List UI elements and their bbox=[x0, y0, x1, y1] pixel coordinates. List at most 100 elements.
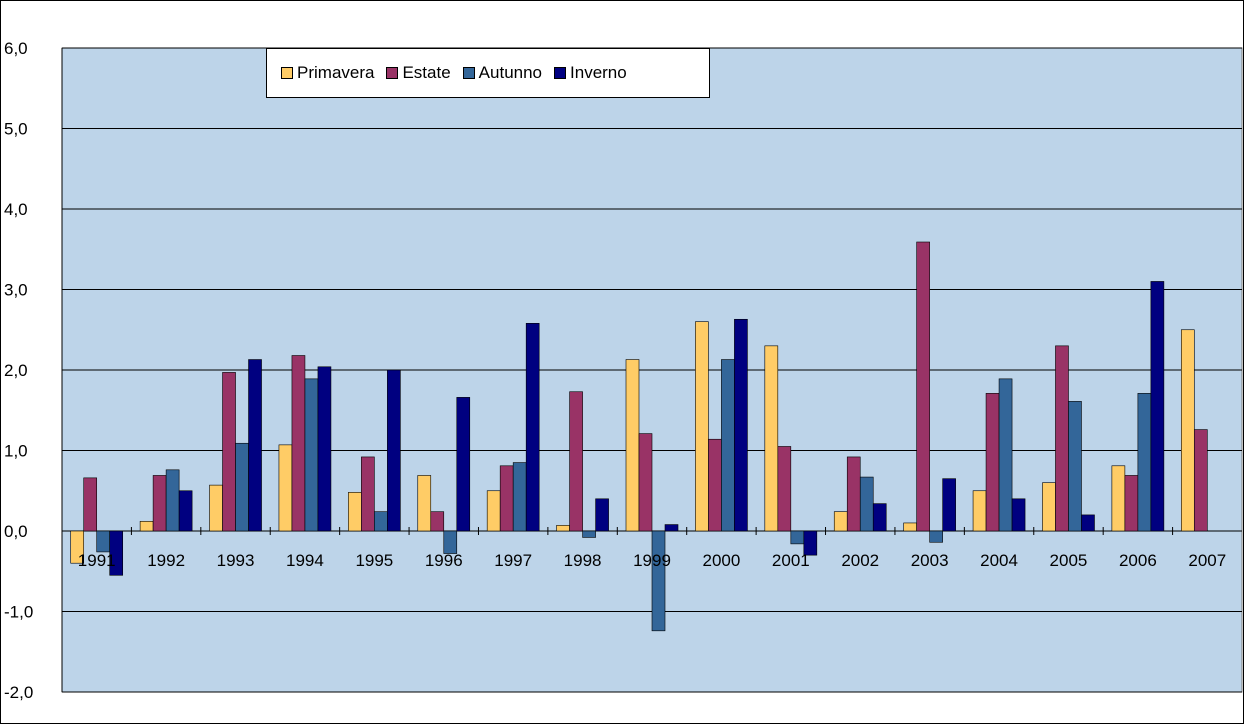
bar-inverno-1991 bbox=[109, 530, 124, 576]
bar-primavera-1997 bbox=[486, 490, 501, 532]
bar-autunno-1995 bbox=[374, 511, 388, 532]
bar-estate-1995 bbox=[361, 456, 375, 532]
y-tick-label: 1,0 bbox=[4, 442, 28, 461]
x-tick-label: 1996 bbox=[425, 551, 463, 570]
bar-inverno-1995 bbox=[387, 369, 401, 532]
x-tick-label: 2007 bbox=[1188, 551, 1226, 570]
bar-autunno-1991 bbox=[96, 530, 111, 553]
y-tick-label: -2,0 bbox=[4, 683, 33, 702]
bar-inverno-2001 bbox=[803, 530, 818, 556]
bar-primavera-1995 bbox=[348, 492, 362, 532]
x-tick-label: 2006 bbox=[1119, 551, 1157, 570]
bar-inverno-2002 bbox=[872, 503, 887, 532]
x-tick-label: 1998 bbox=[564, 551, 602, 570]
legend-swatch-primavera bbox=[281, 67, 293, 79]
x-tick-label: 2003 bbox=[911, 551, 949, 570]
legend-label-autunno: Autunno bbox=[478, 63, 543, 82]
bar-estate-2000 bbox=[708, 438, 722, 532]
legend-swatch-autunno bbox=[462, 67, 475, 79]
bar-estate-2003 bbox=[916, 241, 930, 532]
bar-autunno-2003 bbox=[929, 530, 943, 543]
legend-label-inverno: Inverno bbox=[570, 63, 627, 82]
chart-legend: Primavera Estate Autunno Inverno bbox=[266, 48, 710, 98]
bar-primavera-1991 bbox=[70, 530, 85, 564]
bar-primavera-1996 bbox=[417, 475, 432, 532]
bar-inverno-2006 bbox=[1150, 281, 1165, 532]
x-tick-label: 2001 bbox=[772, 551, 810, 570]
bar-inverno-1996 bbox=[456, 397, 471, 532]
legend-item-autunno: Autunno bbox=[462, 63, 543, 83]
x-tick-label: 1995 bbox=[355, 551, 393, 570]
x-tick-label: 1997 bbox=[494, 551, 532, 570]
bar-inverno-2003 bbox=[942, 478, 956, 532]
bar-inverno-1993 bbox=[248, 359, 262, 532]
y-tick-label: 3,0 bbox=[4, 281, 28, 300]
bar-autunno-1998 bbox=[582, 530, 596, 538]
x-tick-label: 2000 bbox=[702, 551, 740, 570]
bar-primavera-2006 bbox=[1111, 465, 1126, 532]
x-tick-label: 1999 bbox=[633, 551, 671, 570]
bar-estate-2001 bbox=[777, 446, 792, 532]
bar-estate-1998 bbox=[569, 391, 583, 532]
y-tick-label: 2,0 bbox=[4, 361, 28, 380]
bar-estate-1996 bbox=[430, 511, 445, 532]
bar-estate-2005 bbox=[1055, 345, 1069, 532]
bar-primavera-2002 bbox=[833, 511, 848, 532]
bar-autunno-1992 bbox=[165, 469, 180, 532]
bar-autunno-1997 bbox=[512, 462, 527, 532]
bar-inverno-2000 bbox=[734, 318, 748, 532]
bar-estate-1994 bbox=[291, 355, 306, 532]
bar-autunno-1999 bbox=[651, 530, 666, 632]
bar-inverno-1999 bbox=[664, 524, 679, 532]
bar-autunno-2000 bbox=[721, 359, 735, 532]
legend-label-primavera: Primavera bbox=[297, 63, 375, 82]
bar-autunno-2001 bbox=[790, 530, 805, 545]
bar-inverno-1998 bbox=[595, 498, 609, 532]
bar-primavera-2007 bbox=[1180, 329, 1195, 532]
bar-autunno-1993 bbox=[235, 442, 249, 532]
y-tick-label: 0,0 bbox=[4, 522, 28, 541]
bar-primavera-1993 bbox=[209, 484, 223, 532]
bar-autunno-1994 bbox=[304, 378, 319, 532]
bar-estate-2006 bbox=[1124, 475, 1139, 532]
bar-autunno-2006 bbox=[1137, 393, 1152, 532]
bar-estate-1999 bbox=[638, 433, 653, 532]
x-tick-label: 1991 bbox=[78, 551, 116, 570]
legend-swatch-estate bbox=[386, 67, 399, 79]
bar-primavera-1992 bbox=[139, 521, 154, 532]
bar-primavera-1999 bbox=[625, 359, 640, 532]
bar-inverno-2005 bbox=[1081, 514, 1095, 532]
bar-primavera-1998 bbox=[556, 525, 570, 532]
bar-primavera-2003 bbox=[903, 522, 917, 532]
x-tick-label: 1994 bbox=[286, 551, 324, 570]
bar-primavera-1994 bbox=[278, 444, 293, 532]
y-tick-label: -1,0 bbox=[4, 603, 33, 622]
x-tick-label: 1992 bbox=[147, 551, 185, 570]
y-tick-label: 4,0 bbox=[4, 200, 28, 219]
bar-estate-1992 bbox=[152, 475, 167, 532]
bar-estate-2007 bbox=[1193, 429, 1208, 532]
bar-estate-1991 bbox=[83, 477, 98, 532]
bar-inverno-1997 bbox=[525, 323, 540, 532]
bar-autunno-2005 bbox=[1068, 401, 1082, 532]
bar-autunno-1996 bbox=[443, 530, 458, 554]
legend-swatch-inverno bbox=[554, 67, 567, 79]
bar-autunno-2004 bbox=[998, 378, 1013, 532]
legend-item-primavera: Primavera bbox=[281, 63, 374, 83]
bar-inverno-1994 bbox=[317, 366, 332, 532]
bar-primavera-2005 bbox=[1042, 482, 1056, 532]
x-tick-label: 1993 bbox=[217, 551, 255, 570]
x-tick-label: 2005 bbox=[1050, 551, 1088, 570]
legend-item-estate: Estate bbox=[386, 63, 451, 83]
bar-estate-2004 bbox=[985, 393, 1000, 532]
legend-item-inverno: Inverno bbox=[554, 63, 627, 83]
bar-inverno-1992 bbox=[178, 490, 193, 532]
y-tick-label: 6,0 bbox=[4, 39, 28, 58]
bar-primavera-2004 bbox=[972, 490, 987, 532]
bar-autunno-2002 bbox=[859, 476, 874, 532]
x-tick-label: 2002 bbox=[841, 551, 879, 570]
bar-primavera-2000 bbox=[695, 321, 709, 532]
bar-estate-1997 bbox=[499, 465, 514, 532]
bar-inverno-2004 bbox=[1011, 498, 1026, 532]
